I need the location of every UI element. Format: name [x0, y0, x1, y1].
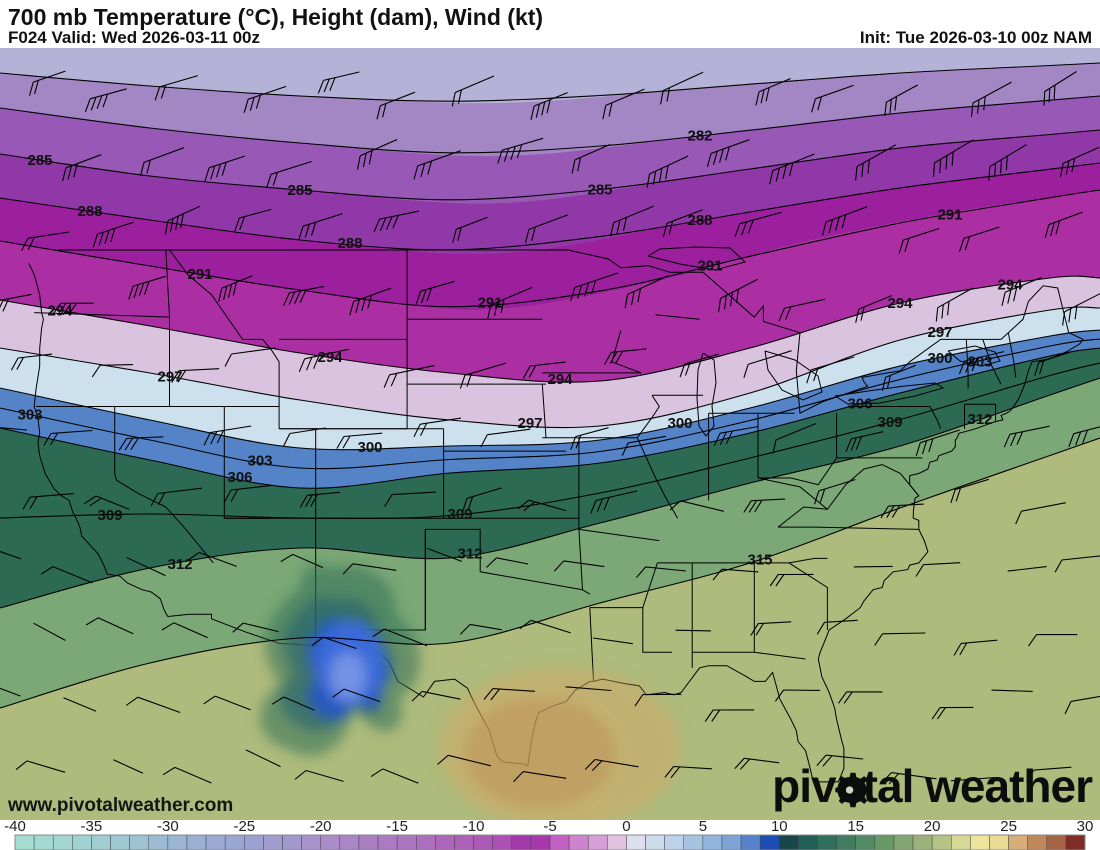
svg-text:-40: -40 [4, 818, 26, 835]
svg-text:30: 30 [1077, 818, 1094, 835]
svg-text:25: 25 [1000, 818, 1017, 835]
svg-text:www.pivotalweather.com: www.pivotalweather.com [7, 795, 233, 816]
svg-text:pivotal weather: pivotal weather [772, 760, 1093, 812]
svg-text:-20: -20 [310, 818, 332, 835]
svg-text:-15: -15 [386, 818, 408, 835]
svg-text:-5: -5 [543, 818, 556, 835]
svg-text:-30: -30 [157, 818, 179, 835]
svg-text:-10: -10 [463, 818, 485, 835]
svg-text:15: 15 [847, 818, 864, 835]
svg-text:-35: -35 [81, 818, 103, 835]
svg-text:0: 0 [622, 818, 630, 835]
svg-text:10: 10 [771, 818, 788, 835]
svg-text:-25: -25 [233, 818, 255, 835]
svg-text:20: 20 [924, 818, 941, 835]
svg-text:5: 5 [699, 818, 707, 835]
